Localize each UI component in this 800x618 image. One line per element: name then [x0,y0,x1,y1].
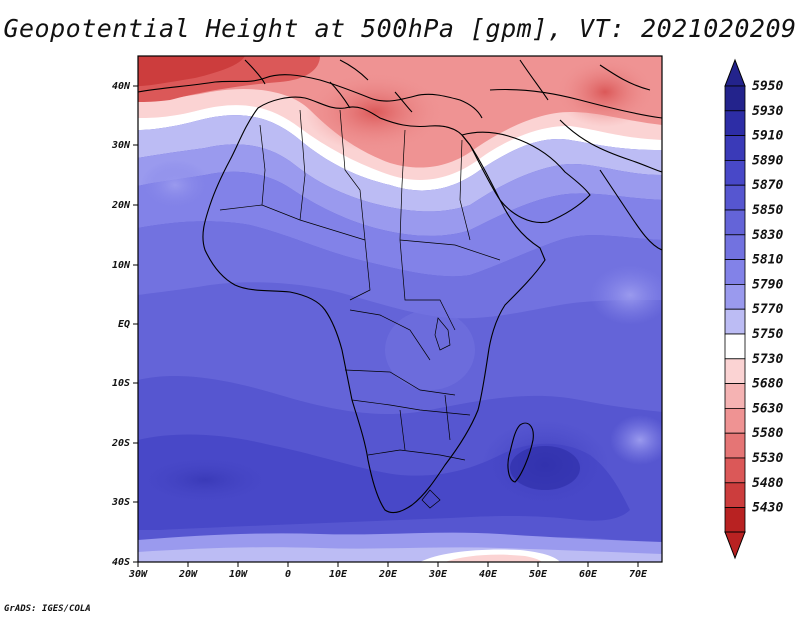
colorbar-swatch [724,135,746,161]
colorbar-swatch [724,259,746,285]
longitude-labels: 30W 20W 10W 0 10E 20E 30E 40E 50E 60E 70… [128,569,648,580]
colorbar-min-arrow [724,531,746,560]
colorbar-labels: 5950 5930 5910 5890 5870 5850 5830 5810 5790 5770… [752,79,783,516]
lat-label: 20N [111,200,131,211]
lon-label: 20E [378,569,398,580]
colorbar-label: 5910 [752,129,783,144]
colorbar-swatch [724,85,746,112]
lat-label: 10S [112,378,130,389]
colorbar-swatch [724,457,746,484]
colorbar-swatch [724,507,746,533]
lon-label: 0 [285,569,291,580]
colorbar-swatch [724,482,746,508]
lon-label: 60E [579,569,598,580]
lat-label: 40S [112,557,130,568]
colorbar-max-arrow [724,58,746,87]
colorbar-label: 5580 [752,426,783,441]
colorbar-label: 5680 [752,377,783,392]
lat-label: EQ [118,319,130,330]
colorbar-label: 5830 [752,228,783,243]
colorbar-swatch [724,383,746,409]
colorbar-label: 5750 [752,327,783,342]
lat-label: 10N [112,260,131,271]
lon-label: 20W [178,569,198,580]
colorbar-swatch [724,333,746,360]
colorbar-swatch [724,234,746,261]
lon-label: 30W [128,569,148,580]
lat-label: 20S [111,438,130,449]
colorbar-label: 5810 [752,253,783,268]
colorbar-swatch [724,432,746,459]
colorbar-label: 5850 [752,203,783,218]
colorbar-label: 5770 [752,302,783,317]
lon-label: 10E [329,569,348,580]
lon-label: 50E [529,569,548,580]
colorbar-label: 5630 [752,401,783,416]
lon-label: 40E [479,569,498,580]
colorbar-swatch [724,184,746,211]
colorbar-label: 5950 [752,79,783,94]
colorbar-swatch [724,110,746,137]
axis-ticks [133,85,639,567]
colorbar-label: 5530 [752,451,783,466]
colorbar-swatch [724,407,746,434]
lat-label: 30N [111,140,131,151]
lon-label: 30E [428,569,448,580]
colorbar-swatch [724,209,746,236]
colorbar-swatch [724,308,746,335]
colorbar [724,58,746,560]
colorbar-swatch [724,283,746,310]
colorbar-swatch [724,358,746,384]
colorbar-label: 5480 [752,476,783,491]
lat-label: 40N [112,81,131,92]
grads-credit: GrADS: IGES/COLA [4,604,91,614]
colorbar-label: 5890 [752,153,783,168]
lon-label: 10W [229,569,248,580]
map-title: Geopotential Height at 500hPa [gpm], VT:… [3,14,797,43]
height-field [138,56,662,562]
colorbar-label: 5430 [752,501,783,516]
colorbar-swatch [724,159,746,186]
colorbar-label: 5790 [752,277,783,292]
map-frame [137,55,663,563]
country-borders [219,109,501,509]
colorbar-label: 5870 [752,178,783,193]
latitude-labels: 40N 30N 20N 10N EQ 10S 20S 30S 40S [111,81,131,568]
colorbar-label: 5730 [752,352,783,367]
lat-label: 30S [111,497,130,508]
colorbar-label: 5930 [752,104,783,119]
lon-label: 70E [629,569,648,580]
coastlines [138,59,662,514]
